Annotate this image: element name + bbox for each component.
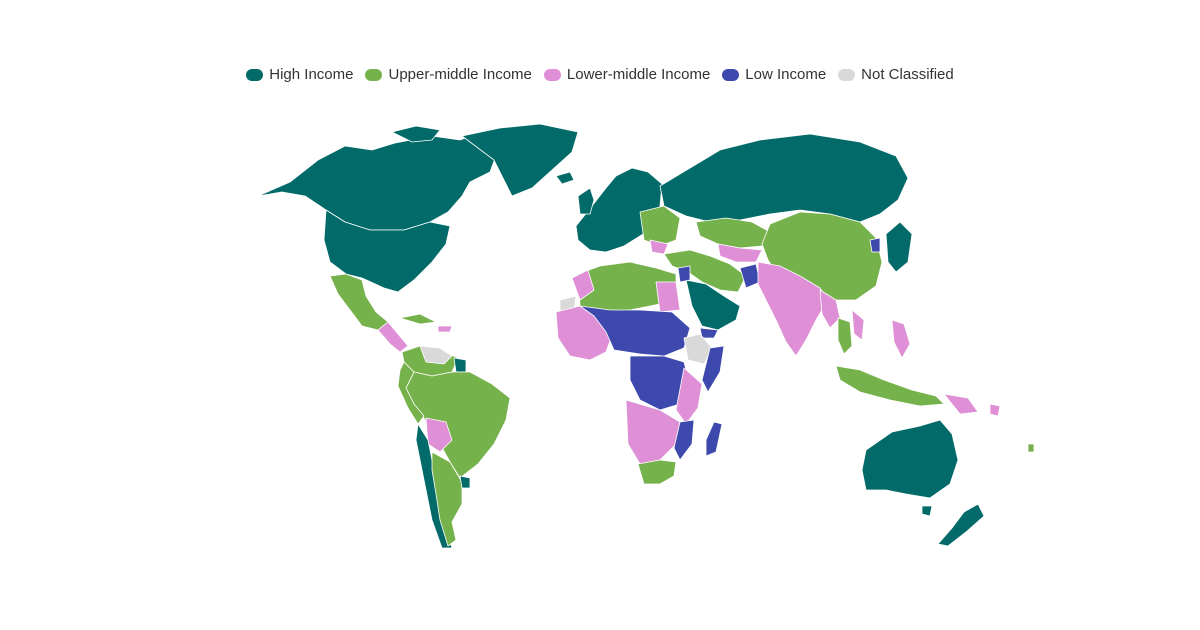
region-egypt[interactable] xyxy=(655,281,681,313)
region-fiji[interactable] xyxy=(1027,443,1035,453)
legend-label-not-classified: Not Classified xyxy=(861,66,954,83)
legend-swatch-not-classified xyxy=(838,68,856,81)
region-arabian-peninsula[interactable] xyxy=(685,279,741,331)
legend-label-lower-middle-income: Lower-middle Income xyxy=(566,66,711,83)
region-mozambique[interactable] xyxy=(673,419,695,461)
region-kazakhstan[interactable] xyxy=(695,217,771,249)
region-eastern-europe[interactable] xyxy=(639,205,681,247)
legend-item-upper-middle-income[interactable]: Upper-middle Income xyxy=(365,66,532,83)
region-europe[interactable] xyxy=(575,167,663,253)
region-peru-ecuador[interactable] xyxy=(397,361,425,425)
region-indonesia-malaysia[interactable] xyxy=(835,365,945,407)
region-russia[interactable] xyxy=(659,133,909,223)
region-canadian-arctic-islands[interactable] xyxy=(391,125,441,143)
legend-swatch-lower-middle-income xyxy=(543,68,561,81)
region-somalia[interactable] xyxy=(701,345,725,393)
region-venezuela[interactable] xyxy=(419,345,453,365)
region-iceland[interactable] xyxy=(555,171,575,185)
region-philippines[interactable] xyxy=(891,319,911,359)
region-new-zealand[interactable] xyxy=(937,503,985,547)
legend-swatch-high-income xyxy=(246,68,264,81)
region-central-asia[interactable] xyxy=(717,243,763,263)
legend-label-high-income: High Income xyxy=(269,66,354,83)
region-north-korea[interactable] xyxy=(869,237,881,253)
region-greenland[interactable] xyxy=(461,123,579,197)
region-argentina[interactable] xyxy=(431,451,463,547)
legend-swatch-low-income xyxy=(722,68,740,81)
region-korea-japan[interactable] xyxy=(885,221,913,273)
region-east-africa[interactable] xyxy=(675,367,703,425)
region-southern-africa[interactable] xyxy=(637,459,677,485)
region-uk-ireland[interactable] xyxy=(577,187,595,215)
region-yemen[interactable] xyxy=(699,327,719,339)
region-usa[interactable] xyxy=(323,209,451,293)
region-southern-central-africa[interactable] xyxy=(625,399,681,465)
region-tasmania[interactable] xyxy=(921,505,933,517)
legend-item-not-classified[interactable]: Not Classified xyxy=(838,66,954,83)
region-alaska-canada[interactable] xyxy=(257,131,499,231)
region-myanmar-bangladesh[interactable] xyxy=(819,289,841,329)
region-uruguay[interactable] xyxy=(459,475,471,489)
region-afghanistan[interactable] xyxy=(739,263,761,289)
region-guianas[interactable] xyxy=(453,357,467,373)
region-pacific-islands[interactable] xyxy=(989,403,1001,417)
region-madagascar[interactable] xyxy=(705,421,723,457)
region-sahel[interactable] xyxy=(579,305,691,357)
region-hispaniola[interactable] xyxy=(437,325,453,333)
region-thailand[interactable] xyxy=(837,317,853,355)
region-central-america[interactable] xyxy=(377,321,409,353)
legend-label-low-income: Low Income xyxy=(745,66,827,83)
region-syria[interactable] xyxy=(677,265,691,283)
legend-item-lower-middle-income[interactable]: Lower-middle Income xyxy=(543,66,711,83)
region-indochina[interactable] xyxy=(851,309,865,341)
map-legend: High Income Upper-middle Income Lower-mi… xyxy=(0,66,1200,83)
legend-label-upper-middle-income: Upper-middle Income xyxy=(388,66,532,83)
legend-item-low-income[interactable]: Low Income xyxy=(722,66,826,83)
legend-item-high-income[interactable]: High Income xyxy=(246,66,353,83)
legend-swatch-upper-middle-income xyxy=(365,68,383,81)
region-morocco[interactable] xyxy=(571,269,595,301)
region-cuba[interactable] xyxy=(399,313,437,325)
region-south-asia[interactable] xyxy=(757,261,829,357)
region-australia[interactable] xyxy=(861,419,959,499)
region-papua[interactable] xyxy=(943,393,979,415)
